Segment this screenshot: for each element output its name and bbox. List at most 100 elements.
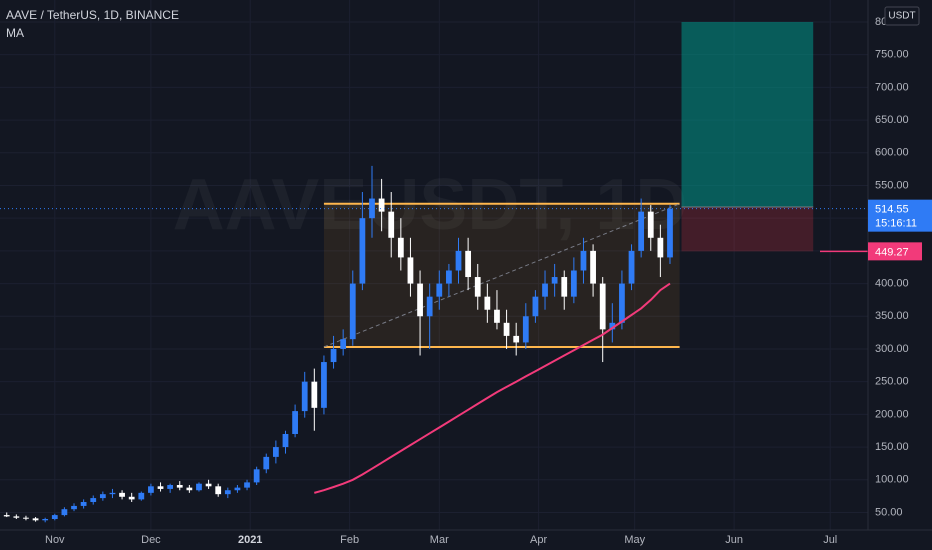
candle-body <box>349 283 356 340</box>
x-tick-label: Apr <box>530 534 547 546</box>
x-tick-label: 2021 <box>238 534 262 546</box>
y-tick-label: 400.00 <box>875 277 909 289</box>
candle-body <box>167 485 174 489</box>
candle-body <box>80 502 87 506</box>
candle-body <box>388 211 395 238</box>
chart-title: AAVE / TetherUS, 1D, BINANCE <box>6 8 179 22</box>
candle-body <box>321 362 327 408</box>
candle-body <box>551 277 558 284</box>
candle-body <box>580 250 587 271</box>
y-tick-label: 50.00 <box>875 506 903 518</box>
candle-body <box>128 496 135 500</box>
countdown-label: 15:16:11 <box>875 218 917 230</box>
candle-body <box>109 492 116 495</box>
indicator-legend[interactable]: MA <box>6 26 24 40</box>
y-tick-label: 700.00 <box>875 81 909 93</box>
x-tick-label: Jul <box>823 534 837 546</box>
candle-body <box>234 487 241 491</box>
candle-body <box>426 296 433 317</box>
profit-zone <box>681 21 814 208</box>
axes: 50.00 100.00 150.00 200.00 250.00 300.00 350.0… <box>45 16 932 546</box>
candle-body <box>186 487 193 491</box>
candle-body <box>23 517 29 519</box>
candle-body <box>244 482 250 488</box>
candle-body <box>253 469 260 483</box>
candle-body <box>263 456 270 470</box>
x-tick-label: Feb <box>340 534 359 546</box>
range-diagonal <box>323 203 680 348</box>
stop-price-label: 449.27 <box>875 246 909 258</box>
candle-body <box>301 381 308 412</box>
stop-price-badge <box>868 242 922 261</box>
candle-body <box>340 339 347 349</box>
candle-body <box>224 490 231 495</box>
y-tick-label: 150.00 <box>875 441 909 453</box>
candle-body <box>667 208 673 258</box>
y-tick-label: 250.00 <box>875 376 909 388</box>
candle-body <box>215 486 222 495</box>
y-tick-label: 750.00 <box>875 49 909 61</box>
y-tick-label: 100.00 <box>875 474 909 486</box>
y-tick-label: 550.00 <box>875 179 909 191</box>
y-tick-label: 600.00 <box>875 147 909 159</box>
candle-body <box>465 250 472 278</box>
candle-body <box>90 498 97 503</box>
candle-body <box>657 237 664 258</box>
candle-body <box>205 483 212 487</box>
candle-body <box>561 277 568 297</box>
watermark: AAVEUSDT, 1D <box>173 165 688 245</box>
y-tick-label: 200.00 <box>875 408 909 420</box>
candle-body <box>407 257 414 284</box>
candle-body <box>330 348 337 363</box>
candle-body <box>196 483 202 491</box>
candle-body <box>71 505 77 510</box>
candle-body <box>157 486 164 489</box>
candle-body <box>32 518 39 521</box>
currency-badge[interactable] <box>884 6 920 26</box>
candle-body <box>446 270 452 284</box>
last-price-badge <box>868 199 932 232</box>
candle-body <box>138 492 145 500</box>
candle-body <box>532 296 539 317</box>
candle-body <box>417 283 423 317</box>
candle-body <box>647 211 654 238</box>
x-tick-label: Nov <box>45 534 65 546</box>
candle-body <box>359 218 366 284</box>
candle-body <box>542 283 548 297</box>
y-tick-label: 650.00 <box>875 114 909 126</box>
x-tick-label: Mar <box>430 534 449 546</box>
candle-body <box>61 509 68 516</box>
candles <box>3 165 673 523</box>
candle-body <box>282 433 289 448</box>
candle-body <box>176 485 183 488</box>
x-tick-label: Jun <box>725 534 743 546</box>
candle-body <box>272 447 279 457</box>
candle-body <box>3 515 10 517</box>
candle-body <box>292 411 298 434</box>
candle-body <box>503 322 510 336</box>
candle-body <box>148 486 154 493</box>
x-tick-label: May <box>624 534 645 546</box>
candle-body <box>311 381 318 408</box>
stop-zone <box>681 207 814 252</box>
candle-body <box>484 296 491 310</box>
candle-body <box>378 198 385 212</box>
candle-body <box>609 322 616 330</box>
candle-body <box>599 283 606 330</box>
candle-body <box>436 283 443 297</box>
drawings <box>323 21 814 349</box>
candle-body <box>99 494 106 499</box>
candle-body <box>522 316 529 343</box>
candle-body <box>590 250 596 284</box>
currency-label: USDT <box>888 11 915 22</box>
candle-body <box>119 492 125 497</box>
candle-body <box>628 250 635 284</box>
candle-body <box>455 250 462 271</box>
candle-body <box>619 283 625 323</box>
overlay <box>0 208 868 494</box>
y-tick-label: 350.00 <box>875 310 909 322</box>
ma-line <box>314 282 671 494</box>
candle-body <box>513 335 520 343</box>
